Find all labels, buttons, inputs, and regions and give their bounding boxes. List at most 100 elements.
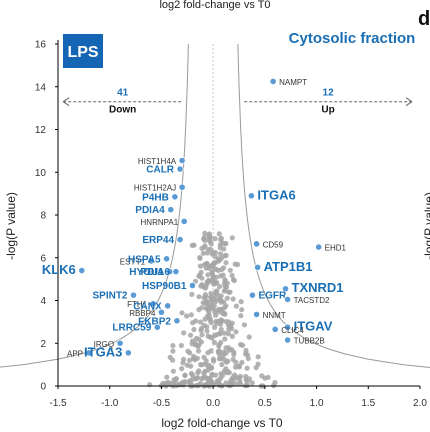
gene-point-erp44 <box>176 235 184 244</box>
background-point <box>201 322 207 328</box>
background-point <box>193 342 199 348</box>
gene-label-hspa5: HSPA5 <box>128 254 161 265</box>
background-point <box>241 322 247 328</box>
threshold-curve-right <box>237 43 430 368</box>
background-point <box>223 380 229 386</box>
background-point <box>216 377 222 383</box>
background-point <box>224 295 230 301</box>
gene-label-cd59: CD59 <box>263 240 284 249</box>
background-point <box>205 272 211 278</box>
background-point <box>218 237 224 243</box>
gene-label-ehd1: EHD1 <box>325 244 347 253</box>
background-point <box>162 380 169 386</box>
background-point <box>217 283 223 290</box>
background-point <box>209 270 215 276</box>
background-point <box>178 342 184 349</box>
background-point <box>197 255 203 261</box>
background-point <box>214 280 220 286</box>
gene-label-calr: CALR <box>146 165 175 176</box>
background-point <box>211 339 218 346</box>
gene-point-klk6 <box>78 266 86 275</box>
background-point <box>225 358 231 364</box>
background-point <box>204 328 210 334</box>
background-point <box>237 379 243 385</box>
background-point <box>188 312 194 318</box>
gene-label-fkbp2: FKBP2 <box>138 316 171 327</box>
gene-point-esyt1 <box>147 257 155 265</box>
gene-label-txnrd1: TXNRD1 <box>292 280 344 295</box>
lps-badge <box>63 34 103 68</box>
background-point <box>213 318 219 324</box>
background-point <box>239 307 245 313</box>
background-point <box>231 277 237 284</box>
background-point <box>170 343 176 349</box>
y-tick-label: 14 <box>35 82 47 93</box>
gene-point-hist1h2aj <box>178 183 186 191</box>
background-point <box>225 331 231 337</box>
background-point <box>189 242 195 248</box>
background-point <box>243 373 249 380</box>
gene-point-irgq <box>116 339 124 347</box>
background-point <box>238 341 244 348</box>
gene-point-spint2 <box>129 291 138 299</box>
background-point <box>223 252 229 258</box>
background-point <box>226 289 232 295</box>
chart-title: log2 fold-change vs T0 <box>159 0 270 11</box>
x-tick-label: -1.5 <box>49 398 67 409</box>
y-tick-label: 2 <box>40 339 46 350</box>
y-tick-label: 10 <box>35 168 47 179</box>
background-point <box>228 377 234 383</box>
background-point <box>253 365 259 371</box>
fraction-title: Cytosolic fraction <box>289 30 416 47</box>
background-point <box>217 251 224 257</box>
background-point <box>206 312 212 318</box>
background-point <box>147 382 153 388</box>
background-point <box>191 326 197 333</box>
gene-point-itga3 <box>124 349 132 357</box>
gene-point-nnmt <box>252 310 261 318</box>
background-point <box>217 331 223 337</box>
background-point <box>221 330 228 336</box>
down-label: Down <box>109 105 136 116</box>
background-point <box>233 364 239 370</box>
down-count: 41 <box>117 88 129 99</box>
threshold-curve-left <box>0 43 189 368</box>
background-point <box>272 379 278 386</box>
background-point <box>229 235 235 241</box>
gene-label-app: APP <box>67 349 83 358</box>
gene-label-itga6: ITGA6 <box>257 187 295 202</box>
background-point <box>222 283 228 289</box>
gene-label-nnmt: NNMT <box>263 311 286 320</box>
background-point <box>233 381 239 387</box>
y-tick-label: 6 <box>40 253 46 264</box>
background-point <box>219 361 225 368</box>
background-point <box>170 348 176 354</box>
background-point <box>238 299 244 305</box>
gene-label-hsp90b1: HSP90B1 <box>142 281 187 292</box>
background-point <box>216 342 222 348</box>
gene-label-fth1: FTH1 <box>127 300 148 309</box>
gene-point-p4hb <box>171 193 179 201</box>
background-point <box>217 295 223 302</box>
y-tick-label: 12 <box>35 125 47 136</box>
background-point <box>222 336 228 342</box>
gene-point-rbbp4 <box>157 308 166 316</box>
y-tick-label: 0 <box>40 382 46 393</box>
background-point <box>216 356 222 362</box>
background-point <box>173 377 179 383</box>
gene-label-itga3: ITGA3 <box>84 344 122 359</box>
background-point <box>233 303 239 309</box>
gene-label-itgav: ITGAV <box>294 319 333 334</box>
background-point <box>203 358 209 364</box>
background-point <box>207 317 213 323</box>
background-point <box>244 365 250 371</box>
x-tick-label: 0.0 <box>206 398 220 409</box>
gene-point-pdia6 <box>172 268 180 276</box>
background-point <box>190 320 196 326</box>
background-point <box>184 362 190 368</box>
gene-label-esyt1: ESYT1 <box>120 257 146 266</box>
background-point <box>199 332 205 338</box>
gene-point-atp1b1 <box>254 263 262 271</box>
background-point <box>189 291 195 297</box>
